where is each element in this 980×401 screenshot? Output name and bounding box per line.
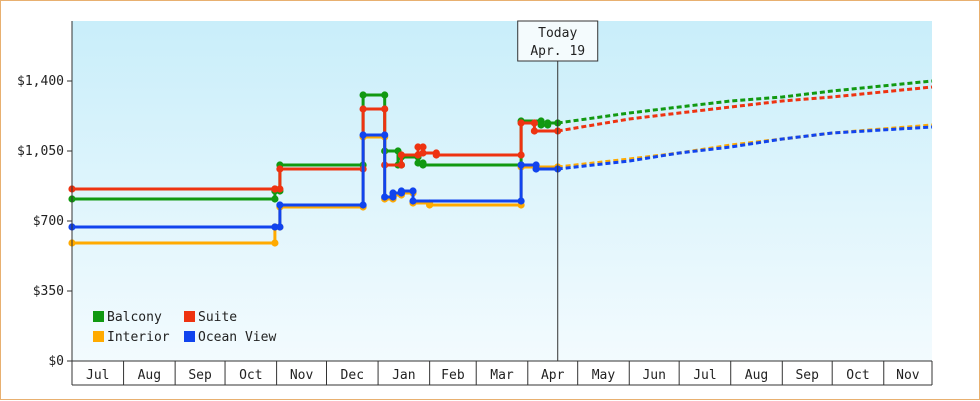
- y-tick-label: $1,400: [17, 74, 64, 89]
- data-point: [426, 201, 434, 209]
- data-point: [517, 197, 525, 205]
- data-point: [432, 151, 440, 159]
- data-point: [271, 185, 279, 193]
- data-point: [276, 201, 284, 209]
- x-tick-label: Aug: [745, 368, 768, 383]
- today-box: [517, 20, 599, 62]
- data-point: [530, 119, 539, 127]
- data-point: [537, 121, 545, 129]
- legend-swatch: [184, 331, 195, 342]
- data-point: [276, 185, 284, 193]
- data-point: [359, 131, 367, 139]
- data-point: [409, 197, 417, 205]
- x-tick-label: Jul: [693, 368, 716, 383]
- data-point: [381, 105, 389, 113]
- data-point: [517, 161, 525, 169]
- today-label: Today: [538, 26, 577, 41]
- data-point: [517, 119, 525, 127]
- data-point: [276, 223, 284, 231]
- x-tick-label: Jan: [392, 368, 415, 383]
- series-line-forecast: [557, 125, 933, 171]
- legend-swatch: [93, 331, 104, 342]
- x-tick-label: Sep: [795, 368, 819, 383]
- data-point: [397, 151, 405, 159]
- data-point: [397, 187, 405, 195]
- x-tick-label: Dec: [341, 368, 364, 383]
- x-tick-label: May: [592, 368, 616, 383]
- x-tick-label: Nov: [896, 368, 920, 383]
- x-tick-label: Mar: [490, 368, 514, 383]
- data-point: [359, 105, 367, 113]
- data-point: [419, 149, 427, 157]
- legend-label: Interior: [107, 330, 170, 345]
- series-ocean-view: [68, 125, 933, 231]
- y-tick-label: $1,050: [17, 144, 64, 159]
- data-point: [276, 165, 284, 173]
- legend-label: Ocean View: [198, 330, 276, 345]
- data-point: [419, 143, 427, 151]
- data-point: [397, 161, 405, 169]
- data-point: [544, 119, 552, 127]
- x-tick-label: Aug: [138, 368, 161, 383]
- today-date-label: Apr. 19: [530, 44, 585, 59]
- data-point: [381, 91, 389, 99]
- y-tick-label: $700: [33, 214, 64, 229]
- x-tick-label: Nov: [290, 368, 314, 383]
- legend-label: Balcony: [107, 310, 162, 325]
- x-tick-label: Feb: [441, 368, 465, 383]
- data-point: [389, 189, 397, 197]
- legend-label: Suite: [198, 310, 237, 325]
- data-point: [419, 161, 427, 169]
- data-point: [414, 143, 422, 151]
- legend-swatch: [184, 311, 195, 322]
- data-point: [409, 187, 417, 195]
- data-point: [532, 165, 540, 173]
- data-point: [271, 239, 279, 247]
- data-point: [517, 151, 525, 159]
- plot-background: [72, 21, 932, 361]
- x-tick-label: Oct: [239, 368, 262, 383]
- legend-swatch: [93, 311, 104, 322]
- data-point: [359, 201, 367, 209]
- x-tick-label: Apr: [541, 368, 565, 383]
- data-point: [530, 127, 539, 135]
- x-tick-label: Jul: [86, 368, 109, 383]
- data-point: [381, 193, 389, 201]
- data-point: [381, 131, 389, 139]
- series-suite: [68, 85, 933, 193]
- data-point: [359, 91, 367, 99]
- series-line-forecast: [557, 79, 933, 125]
- x-tick-label: Jun: [642, 368, 665, 383]
- data-point: [271, 223, 279, 231]
- y-tick-label: $0: [48, 354, 64, 369]
- x-tick-label: Oct: [846, 368, 869, 383]
- y-tick-label: $350: [33, 284, 64, 299]
- data-point: [271, 195, 279, 203]
- series-line-forecast: [557, 85, 933, 133]
- x-tick-label: Sep: [188, 368, 212, 383]
